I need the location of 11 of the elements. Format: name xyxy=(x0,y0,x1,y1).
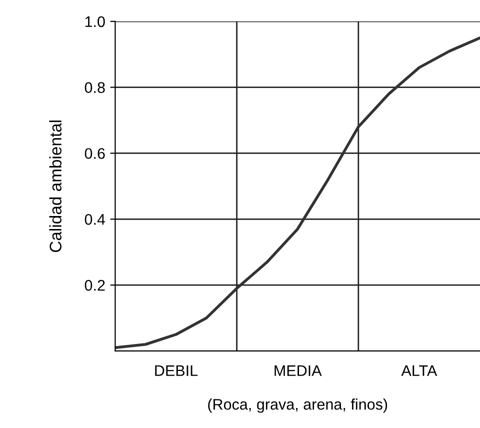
line-series xyxy=(115,36,480,350)
x-axis-title: (Roca, grava, arena, finos) xyxy=(208,398,388,413)
x-tick-label: DEBIL xyxy=(155,365,198,376)
y-tick-label: 0.8 xyxy=(84,82,105,93)
y-tick-label: 1.0 xyxy=(85,16,105,28)
x-tick-label: MEDIA xyxy=(274,365,322,376)
y-tick-label: 0.2 xyxy=(84,280,105,291)
y-axis-title: Calidad ambiental xyxy=(49,120,62,252)
y-tick-label: 0.4 xyxy=(84,214,106,225)
y-tick-label: 0.6 xyxy=(84,148,105,159)
x-tick-label: ALTA xyxy=(401,365,438,376)
